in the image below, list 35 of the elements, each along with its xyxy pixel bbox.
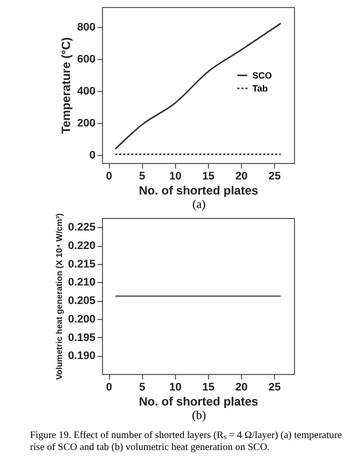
x-tick-label: 20 — [235, 382, 248, 394]
y-tick-label: 0.205 — [68, 295, 96, 308]
y-tick-label: 0.190 — [68, 350, 96, 362]
caption: Figure 19. Effect of number of shorted layers (Rₛ = 4 Ω/layer) (a) temperature rise of SCO and tab (b) volumetric heat generation on SCO. — [30, 430, 343, 454]
text: (a) — [191, 197, 207, 211]
y-tick-label: 600 — [77, 54, 96, 66]
x-tick-label: 25 — [268, 170, 281, 182]
x-axis-title: No. of shorted plates — [138, 394, 258, 408]
x-tick-label: 10 — [169, 382, 182, 394]
x-tick-label: 20 — [235, 170, 248, 182]
x-tick-label: 5 — [139, 170, 146, 182]
y-tick-label: 800 — [77, 22, 96, 34]
y-tick-label: 0.200 — [68, 313, 96, 326]
y-tick-label: 0.215 — [68, 258, 96, 270]
y-tick-label: 0.210 — [68, 276, 96, 289]
x-tick-label: 0 — [106, 170, 112, 182]
x-tick-label: 10 — [169, 170, 182, 182]
legend-label: SCO — [252, 70, 272, 80]
y-tick-label: 0.220 — [68, 240, 96, 252]
legend-label: Tab — [252, 83, 268, 94]
x-tick-label: 15 — [202, 382, 215, 394]
y-tick-label: 0 — [89, 150, 96, 162]
x-tick-label: 15 — [202, 170, 215, 182]
line-series — [114, 22, 282, 150]
y-tick-label: 0.225 — [68, 222, 96, 234]
text: (b) — [191, 408, 207, 422]
y-tick-label: 200 — [77, 118, 96, 130]
y-axis-title: Temperature (°C) — [59, 37, 74, 134]
x-tick-label: 5 — [139, 382, 146, 394]
x-axis-title: No. of shorted plates — [138, 184, 258, 198]
y-tick-label: 0.195 — [68, 332, 96, 344]
x-tick-label: 0 — [106, 382, 112, 394]
y-tick-label: 400 — [77, 86, 96, 98]
y-axis-title: Volumetric heat generation (X 10⁴ W/cm³) — [54, 213, 64, 380]
x-tick-label: 25 — [268, 382, 281, 394]
